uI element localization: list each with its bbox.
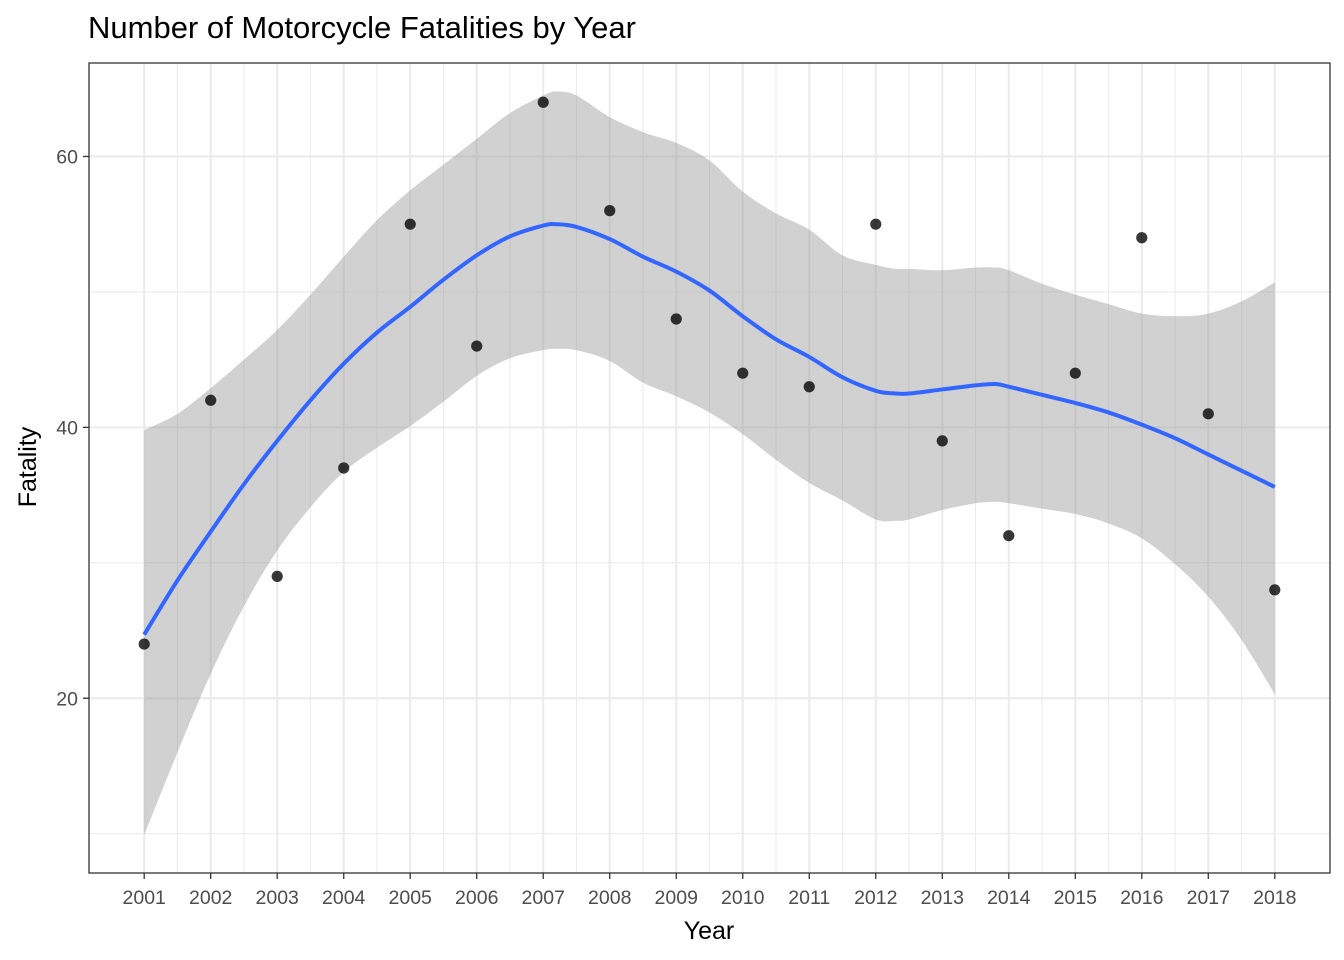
x-tick-label: 2018 xyxy=(1253,887,1296,909)
data-point-2018 xyxy=(1269,584,1281,596)
panel-border xyxy=(88,62,1331,874)
data-point-2009 xyxy=(670,313,682,325)
y-tick-label: 40 xyxy=(56,417,78,439)
data-point-2006 xyxy=(471,340,483,352)
x-tick-label: 2007 xyxy=(522,887,565,909)
x-tick-label: 2016 xyxy=(1120,887,1163,909)
x-tick-label: 2013 xyxy=(921,887,964,909)
data-point-2002 xyxy=(205,394,217,406)
y-tick-label: 20 xyxy=(56,688,78,710)
x-tick-label: 2009 xyxy=(655,887,698,909)
data-point-2007 xyxy=(537,96,549,108)
x-tick-label: 2014 xyxy=(987,887,1031,909)
data-point-2005 xyxy=(404,218,416,230)
x-axis-title: Year xyxy=(684,917,735,945)
data-point-2016 xyxy=(1136,232,1148,244)
x-tick-label: 2001 xyxy=(123,887,166,909)
x-tick-label: 2002 xyxy=(189,887,232,909)
x-tick-label: 2010 xyxy=(721,887,765,909)
plot-panel xyxy=(88,62,1331,874)
y-tick-label: 60 xyxy=(56,146,78,168)
y-axis-title: Fatality xyxy=(14,426,42,507)
x-tick-label: 2003 xyxy=(256,887,299,909)
data-point-2004 xyxy=(338,462,350,474)
x-tick-label: 2004 xyxy=(322,887,366,909)
x-tick-label: 2015 xyxy=(1054,887,1098,909)
data-point-2011 xyxy=(803,381,815,393)
data-point-2003 xyxy=(271,570,283,582)
x-tick-label: 2005 xyxy=(389,887,433,909)
grid-lines xyxy=(89,63,1330,873)
x-tick-label: 2006 xyxy=(455,887,498,909)
chart-title: Number of Motorcycle Fatalities by Year xyxy=(88,10,636,45)
x-axis: 2001 2002 2003 2004 2005 2006 2007 2008 2009 2010… xyxy=(123,873,1296,909)
y-axis: 20 40 60 xyxy=(56,146,89,710)
x-tick-label: 2008 xyxy=(588,887,631,909)
data-point-2017 xyxy=(1202,408,1214,420)
data-point-2013 xyxy=(936,435,948,447)
data-point-2015 xyxy=(1069,367,1081,379)
data-point-2014 xyxy=(1003,530,1015,542)
x-tick-label: 2017 xyxy=(1187,887,1230,909)
data-point-2010 xyxy=(737,367,749,379)
confidence-band xyxy=(144,91,1275,836)
data-points xyxy=(138,96,1281,650)
x-tick-label: 2012 xyxy=(854,887,897,909)
data-point-2012 xyxy=(870,218,882,230)
smooth-line xyxy=(142,221,1276,636)
smooth-trend-line xyxy=(142,221,1276,636)
confidence-band-area xyxy=(144,91,1275,836)
data-point-2008 xyxy=(604,205,616,217)
x-tick-label: 2011 xyxy=(788,887,830,909)
data-point-2001 xyxy=(138,638,150,650)
